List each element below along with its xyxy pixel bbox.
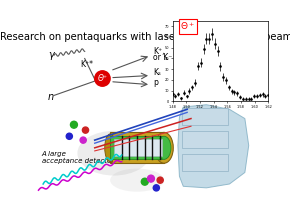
Circle shape <box>141 178 148 185</box>
Text: K⁺*: K⁺* <box>81 60 93 69</box>
Circle shape <box>95 71 110 86</box>
Text: γ: γ <box>48 50 54 60</box>
FancyBboxPatch shape <box>182 154 228 171</box>
Ellipse shape <box>155 132 173 163</box>
Text: n: n <box>48 92 54 102</box>
Polygon shape <box>114 139 162 156</box>
Text: Kₛ: Kₛ <box>153 68 161 77</box>
Polygon shape <box>110 132 164 163</box>
Circle shape <box>157 177 163 183</box>
FancyBboxPatch shape <box>182 108 228 125</box>
Ellipse shape <box>105 134 115 162</box>
Circle shape <box>80 137 86 143</box>
Text: K⁺,: K⁺, <box>153 47 165 56</box>
Polygon shape <box>178 105 249 188</box>
Circle shape <box>70 121 77 128</box>
Circle shape <box>148 175 154 182</box>
Ellipse shape <box>77 131 151 175</box>
Ellipse shape <box>110 169 164 192</box>
Circle shape <box>153 185 160 191</box>
Text: A large
acceptance detector: A large acceptance detector <box>41 151 114 164</box>
Text: Research on pentaquarks with laser electron photon beams: Research on pentaquarks with laser elect… <box>0 32 290 42</box>
Circle shape <box>66 133 72 139</box>
Text: p: p <box>153 78 158 87</box>
Polygon shape <box>110 136 162 159</box>
FancyBboxPatch shape <box>182 131 228 148</box>
Ellipse shape <box>157 136 171 159</box>
Text: $\Theta^+$: $\Theta^+$ <box>180 21 195 32</box>
Text: Θ⁺: Θ⁺ <box>97 74 107 83</box>
Circle shape <box>82 127 88 133</box>
Text: or K⁻: or K⁻ <box>153 53 173 62</box>
